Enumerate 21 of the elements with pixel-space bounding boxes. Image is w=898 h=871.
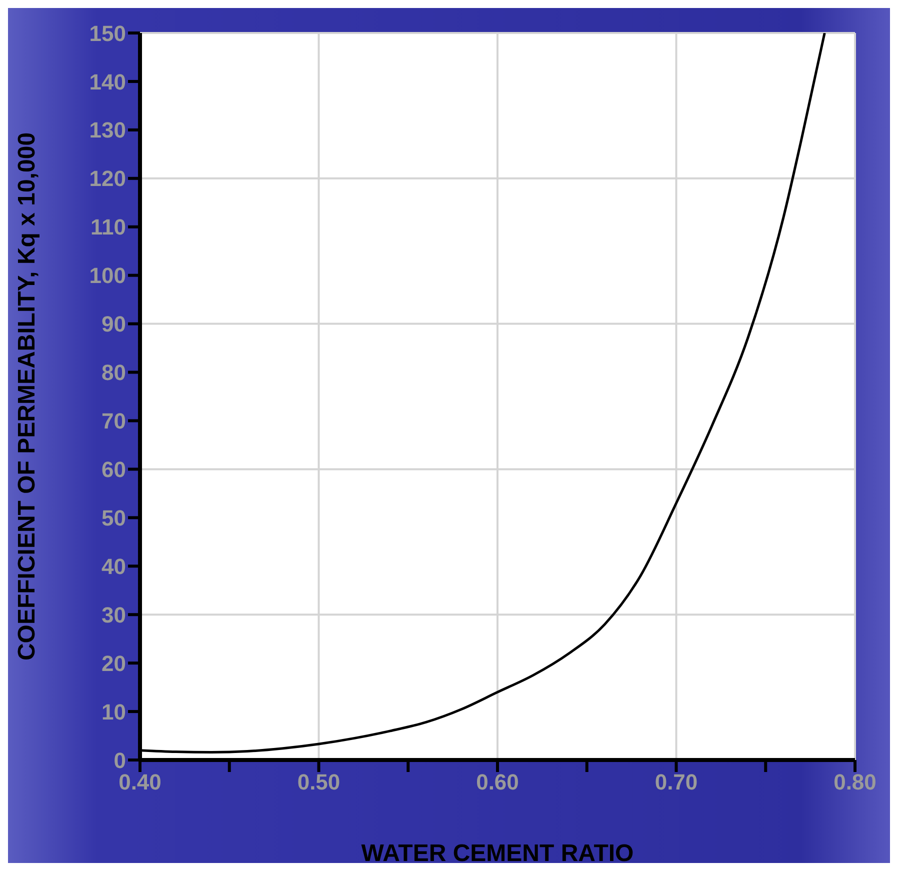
x-tick-label: 0.70 <box>654 770 698 795</box>
y-tick-label: 80 <box>102 360 126 386</box>
y-tick-label: 20 <box>102 650 126 676</box>
x-tick-label: 0.80 <box>834 770 876 795</box>
y-axis-title: COEFFICIENT OF PERMEABILITY, Kq x 10,000 <box>14 132 41 661</box>
y-tick-label: 10 <box>102 699 126 724</box>
y-tick-label: 150 <box>89 20 126 46</box>
y-tick-label: 60 <box>102 457 126 482</box>
x-axis-title: WATER CEMENT RATIO <box>361 840 634 867</box>
y-tick-label: 110 <box>90 214 126 240</box>
x-tick-label: 0.50 <box>297 770 340 795</box>
y-tick-label: 120 <box>89 166 126 192</box>
y-tick-label: 50 <box>102 505 126 530</box>
y-tick-label: 30 <box>102 602 126 628</box>
x-tick-label: 0.60 <box>476 770 519 795</box>
y-tick-label: 40 <box>102 554 126 579</box>
y-tick-label: 70 <box>102 408 126 434</box>
y-tick-label: 140 <box>89 69 126 94</box>
y-tick-label: 100 <box>89 263 126 288</box>
y-tick-label: 130 <box>89 118 126 143</box>
y-tick-label: 90 <box>102 312 126 337</box>
